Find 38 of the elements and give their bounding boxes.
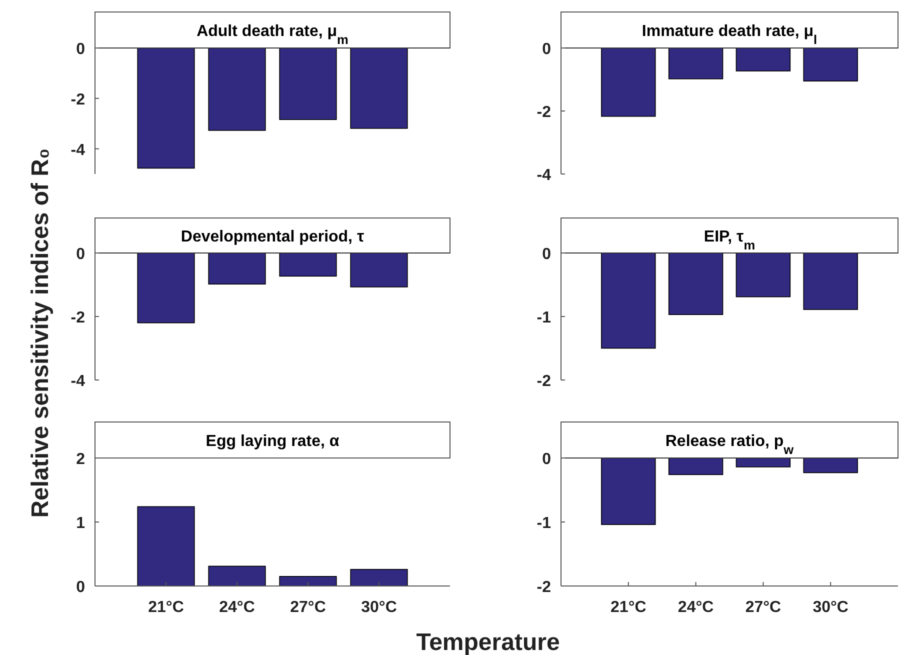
y-tick-label: -4	[70, 142, 86, 159]
bar	[350, 568, 408, 586]
y-tick-label: 2	[76, 451, 86, 468]
y-tick-label: 1	[76, 515, 86, 532]
chart-title: Egg laying rate, α	[206, 433, 340, 450]
y-tick-label: 0	[542, 451, 552, 468]
x-axis-title: Temperature	[416, 629, 560, 655]
y-tick-label: -2	[70, 91, 86, 108]
y-tick-label: -4	[70, 373, 86, 390]
y-tick-label: -2	[70, 310, 86, 326]
bar	[208, 566, 266, 586]
chart-title: Adult death rate, μ$_{m}$	[196, 23, 348, 46]
chart-title: Immature death rate, μ$_{l}$	[642, 23, 818, 46]
y-tick-label: -4	[536, 167, 552, 184]
x-tick-label: 24°C	[219, 599, 256, 616]
x-tick-label: 21°C	[148, 599, 184, 616]
y-tick-label: 0	[76, 41, 86, 58]
x-tick-label: 30°C	[812, 599, 849, 616]
bar	[137, 506, 195, 586]
y-tick-label: 0	[76, 246, 86, 263]
chart-title: EIP, τ$_{m}$	[704, 228, 756, 252]
bar	[279, 576, 337, 586]
y-tick-label: -2	[536, 104, 552, 121]
x-tick-label: 21°C	[610, 599, 647, 616]
y-tick-label: 0	[76, 579, 86, 596]
x-tick-label: 27°C	[290, 599, 326, 616]
x-tick-label: 30°C	[361, 599, 398, 616]
y-tick-label: -1	[536, 310, 552, 326]
chart-title: Developmental period, τ	[180, 228, 364, 246]
y-tick-label: -2	[536, 373, 552, 390]
y-tick-label: -1	[536, 515, 552, 532]
x-tick-label: 27°C	[745, 599, 782, 616]
chart-title: Release ratio, p$_{w}$	[665, 433, 794, 456]
x-tick-label: 24°C	[678, 599, 714, 616]
y-tick-label: 0	[542, 246, 552, 263]
y-tick-label: 0	[542, 41, 552, 58]
y-tick-label: -2	[536, 579, 552, 596]
y-axis-title: Relative sensitivity indices of R₀	[27, 148, 54, 518]
